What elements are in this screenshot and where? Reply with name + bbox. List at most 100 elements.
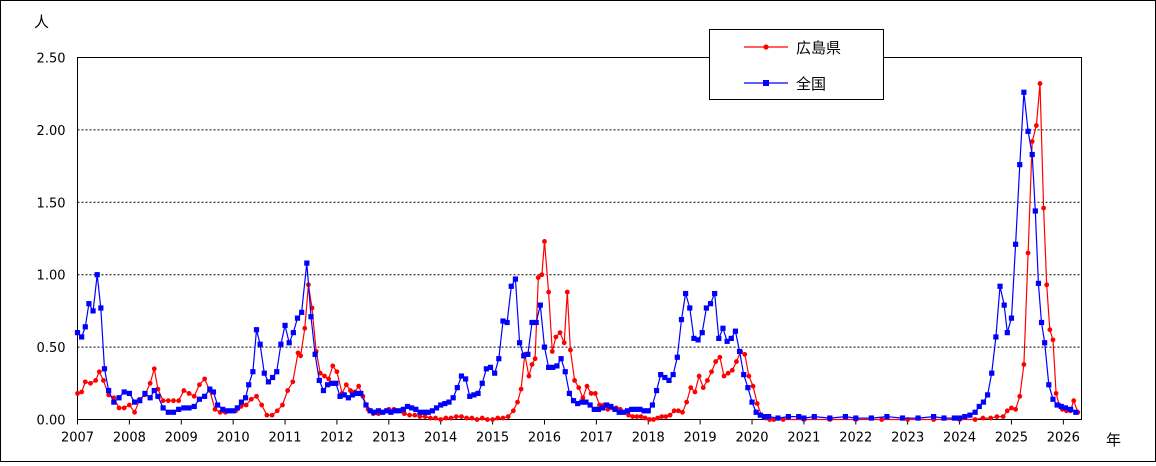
data-point — [160, 398, 166, 404]
data-point — [453, 414, 459, 420]
data-point — [1033, 123, 1039, 128]
data-point — [588, 391, 594, 396]
legend-box — [709, 29, 884, 100]
data-point — [641, 408, 647, 414]
data-point — [212, 406, 218, 412]
data-point — [181, 388, 187, 393]
legend-label-national: 全国 — [796, 75, 826, 93]
data-point — [695, 337, 701, 343]
grid-lines — [77, 129, 1082, 348]
data-point — [853, 415, 859, 421]
x-tick-label: 2009 — [165, 431, 198, 446]
data-point — [674, 354, 680, 360]
data-point — [116, 395, 122, 401]
x-tick-label: 2018 — [632, 431, 665, 446]
data-point — [196, 396, 203, 402]
data-point — [86, 301, 92, 307]
data-point — [438, 402, 444, 408]
data-point — [454, 385, 460, 391]
data-point — [659, 414, 665, 420]
data-point — [82, 324, 88, 330]
data-point — [264, 412, 270, 418]
data-point — [407, 412, 412, 418]
x-axis-ticks: 2007 2008 2009 2010 2011 2012 2013 2014 2015 2016… — [61, 419, 1080, 446]
data-point — [485, 417, 490, 422]
data-point — [409, 405, 415, 411]
data-point — [446, 399, 452, 405]
data-point — [492, 370, 498, 376]
data-point — [302, 325, 308, 331]
data-point — [662, 374, 668, 381]
data-point — [433, 405, 440, 411]
data-point — [375, 408, 382, 414]
x-tick-label: 2007 — [61, 431, 94, 446]
data-point — [757, 412, 763, 418]
data-point — [98, 305, 104, 311]
data-point — [425, 409, 431, 415]
data-point — [298, 353, 304, 359]
data-point — [562, 369, 568, 375]
data-point — [729, 367, 735, 373]
data-point — [490, 417, 495, 422]
data-point — [1050, 337, 1056, 343]
data-point — [261, 370, 267, 376]
data-point — [1029, 139, 1035, 144]
data-point — [165, 398, 171, 404]
data-point — [312, 351, 318, 357]
data-point — [469, 415, 475, 421]
data-point — [796, 414, 802, 420]
data-point — [207, 386, 213, 392]
legend-marker-hiroshima — [763, 44, 769, 50]
data-point — [320, 387, 327, 394]
data-point — [1042, 340, 1048, 346]
data-point — [542, 238, 547, 244]
data-point — [1001, 302, 1007, 308]
x-tick-label: 2016 — [528, 431, 561, 446]
data-point — [655, 415, 660, 421]
data-point — [642, 415, 648, 421]
data-point — [717, 354, 723, 360]
data-point — [333, 380, 339, 386]
data-point — [458, 373, 465, 379]
data-point — [400, 406, 406, 412]
data-point — [343, 382, 349, 388]
data-point — [549, 349, 555, 354]
data-point — [147, 395, 153, 401]
data-point — [678, 316, 685, 323]
data-point — [246, 382, 252, 388]
data-point — [250, 369, 256, 375]
y-tick-label: 1.50 — [37, 196, 66, 211]
data-point — [624, 408, 631, 414]
plot-area-border — [77, 57, 1082, 420]
data-point — [638, 414, 644, 420]
data-point — [326, 376, 332, 382]
data-point — [780, 417, 786, 422]
data-point — [82, 379, 88, 385]
data-point — [496, 356, 502, 362]
data-point — [515, 399, 520, 405]
data-point — [1058, 403, 1064, 410]
y-tick-label: 1.00 — [37, 269, 66, 284]
x-tick-label: 2012 — [320, 431, 353, 446]
data-point — [1021, 89, 1027, 95]
data-point — [584, 383, 590, 389]
data-point — [988, 415, 994, 421]
data-point — [94, 272, 100, 278]
data-point — [186, 405, 192, 411]
data-point — [322, 373, 327, 379]
data-point — [131, 399, 138, 405]
data-point — [972, 409, 978, 415]
data-point — [529, 362, 535, 367]
data-point — [214, 402, 221, 408]
data-point — [1008, 315, 1015, 321]
data-point — [732, 328, 739, 334]
data-point — [620, 409, 626, 415]
data-point — [994, 414, 1000, 420]
data-point — [675, 408, 681, 414]
data-point — [976, 403, 982, 410]
legend-marker-national — [763, 80, 769, 86]
data-point — [111, 399, 117, 405]
data-point — [576, 385, 582, 391]
data-point — [989, 370, 995, 376]
data-point — [308, 314, 314, 320]
